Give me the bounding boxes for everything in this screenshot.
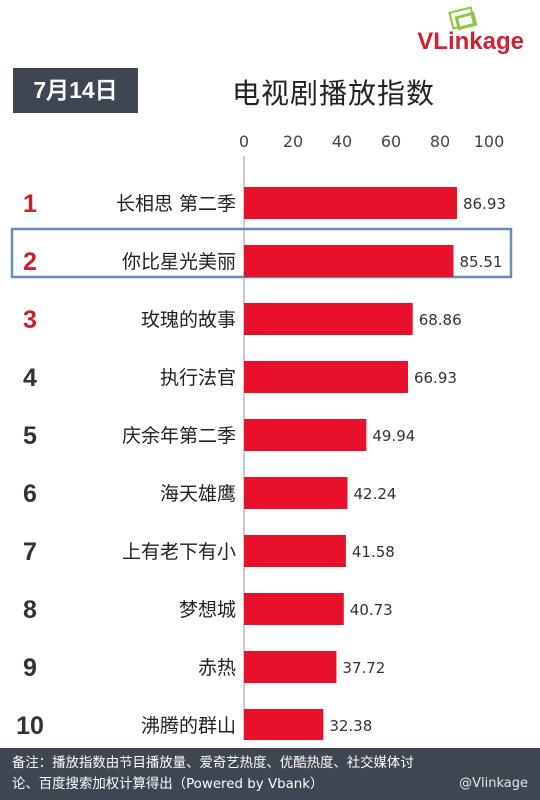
category-label: 长相思 第二季 xyxy=(116,193,236,215)
rank-number: 2 xyxy=(23,248,37,276)
category-label: 赤热 xyxy=(198,657,236,679)
date-label: 7月14日 xyxy=(13,68,138,113)
rank-number: 3 xyxy=(23,306,37,334)
footer-note: 备注：播放指数由节目播放量、爱奇艺热度、优酷热度、社交媒体讨 论、百度搜索加权计… xyxy=(0,748,540,800)
category-label: 梦想城 xyxy=(179,599,236,621)
rank-number: 5 xyxy=(23,422,37,450)
category-label: 玫瑰的故事 xyxy=(141,309,236,331)
x-tick-label: 60 xyxy=(381,132,401,151)
x-tick-label: 20 xyxy=(283,132,303,151)
value-label: 66.93 xyxy=(414,369,457,387)
value-label: 68.86 xyxy=(419,311,462,329)
category-label: 上有老下有小 xyxy=(122,541,236,563)
value-label: 32.38 xyxy=(329,717,372,735)
value-label: 40.73 xyxy=(350,601,393,619)
bar xyxy=(244,651,337,683)
brand-logo: VLinkage xyxy=(417,6,524,56)
brand-icon xyxy=(448,6,478,31)
bar xyxy=(244,303,413,335)
bar xyxy=(244,593,344,625)
x-tick-label: 40 xyxy=(332,132,352,151)
rank-number: 6 xyxy=(23,480,37,508)
bar xyxy=(244,419,367,451)
rank-number: 8 xyxy=(23,596,37,624)
bar xyxy=(244,535,346,567)
x-tick-label: 100 xyxy=(474,132,505,151)
bar xyxy=(244,187,457,219)
bar xyxy=(244,361,408,393)
weibo-watermark: @Vlinkage xyxy=(459,776,528,791)
x-tick-label: 0 xyxy=(239,132,249,151)
rank-number: 7 xyxy=(23,538,37,566)
bar-chart: 0 20 40 60 80 100 1 长相思 第二季 86.93 2 你比星光美丽 85.51 3 玫瑰… xyxy=(10,132,513,740)
footer-note-line-2: 论、百度搜索加权计算得出（Powered by Vbank） xyxy=(12,777,324,792)
category-label: 执行法官 xyxy=(160,367,236,389)
value-label: 41.58 xyxy=(352,543,395,561)
bar xyxy=(244,709,324,740)
value-label: 49.94 xyxy=(372,427,415,445)
bar xyxy=(244,245,454,277)
category-label: 海天雄鹰 xyxy=(160,483,236,505)
category-label: 沸腾的群山 xyxy=(141,715,236,737)
brand-name: VLinkage xyxy=(417,28,524,55)
value-label: 86.93 xyxy=(463,195,506,213)
category-label: 你比星光美丽 xyxy=(122,251,236,273)
category-label: 庆余年第二季 xyxy=(122,425,236,447)
chart-title: 电视剧播放指数 xyxy=(232,77,436,110)
x-tick-label: 80 xyxy=(430,132,450,151)
rank-number: 9 xyxy=(23,654,37,682)
bar xyxy=(244,477,348,509)
value-label: 85.51 xyxy=(459,253,502,271)
value-label: 37.72 xyxy=(342,659,385,677)
value-label: 42.24 xyxy=(353,485,396,503)
rank-number: 10 xyxy=(16,712,44,740)
footer-note-line-1: 备注：播放指数由节目播放量、爱奇艺热度、优酷热度、社交媒体讨 xyxy=(12,756,414,771)
rank-number: 4 xyxy=(23,364,37,392)
rank-number: 1 xyxy=(23,190,37,218)
